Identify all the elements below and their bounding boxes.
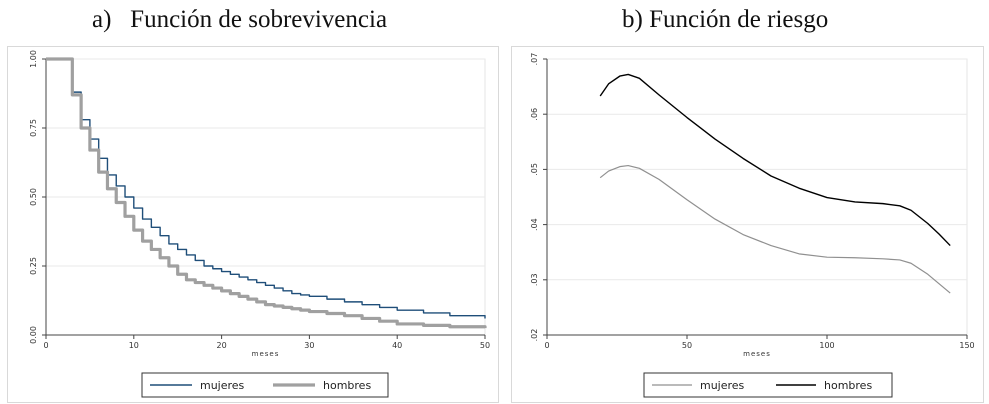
y-tick-label: .03 [530, 273, 539, 286]
series-line-hombres [599, 73, 951, 247]
x-tick-label: 30 [304, 341, 314, 350]
y-tick-label: 0.00 [29, 326, 38, 344]
chart-a-title: a) Función de sobrevivencia [92, 6, 388, 33]
x-tick-label: 50 [682, 341, 692, 350]
hazard-chart-panel: .02 .03 .04 .05 .06 .07 0 50 100 150 meses mujeres h… [511, 46, 984, 403]
series-line-mujeres [46, 58, 486, 319]
y-tick-label: .04 [530, 218, 539, 231]
x-tick-label: 10 [129, 341, 139, 350]
legend-label-hombres: hombres [824, 379, 872, 392]
y-tick-label: .05 [530, 163, 539, 176]
x-tick-label: 150 [959, 341, 974, 350]
x-tick-label: 50 [480, 341, 490, 350]
x-axis-title: meses [743, 350, 771, 358]
series-line-hombres [46, 57, 487, 329]
x-tick-label: 0 [43, 341, 48, 350]
chart-b-title: b) Función de riesgo [622, 6, 829, 33]
y-tick-label: 0.50 [29, 188, 38, 206]
legend-label-hombres: hombres [323, 379, 371, 392]
x-tick-label: 0 [544, 341, 549, 350]
y-tick-label: 0.75 [29, 119, 38, 137]
x-tick-label: 100 [819, 341, 834, 350]
x-axis-title: meses [252, 350, 280, 358]
survival-chart: 0.00 0.25 0.50 0.75 1.00 0 10 20 30 40 50 meses muje… [29, 50, 490, 398]
hazard-chart: .02 .03 .04 .05 .06 .07 0 50 100 150 meses mujeres h… [530, 53, 975, 398]
x-tick-label: 40 [392, 341, 402, 350]
y-tick-label: .07 [530, 53, 539, 66]
plot-region [546, 58, 968, 336]
y-tick-label: .02 [530, 329, 539, 342]
x-tick-label: 20 [217, 341, 227, 350]
y-tick-label: 0.25 [29, 257, 38, 275]
legend-label-mujeres: mujeres [700, 379, 745, 392]
legend-label-mujeres: mujeres [200, 379, 245, 392]
y-tick-label: 1.00 [29, 50, 38, 68]
series-line-mujeres [599, 164, 951, 294]
survival-chart-panel: 0.00 0.25 0.50 0.75 1.00 0 10 20 30 40 50 meses muje… [7, 46, 499, 403]
y-tick-label: .06 [530, 108, 539, 121]
